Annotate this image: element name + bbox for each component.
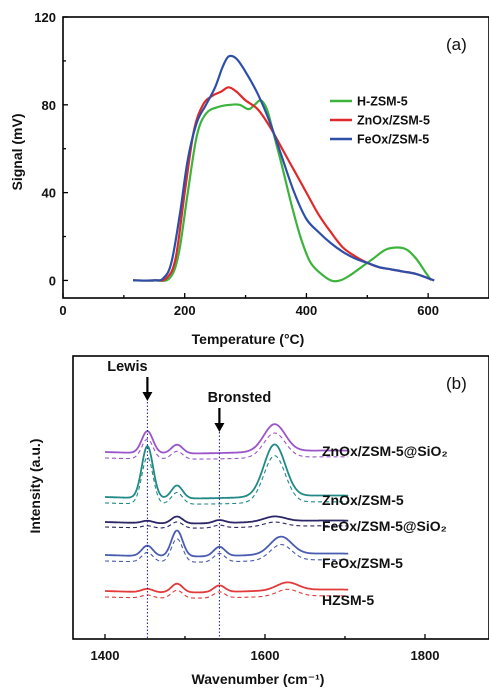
tpd-chart: 0 200 400 600 0 40 80 120 (a) Signal (mV) Tempe… <box>9 10 489 347</box>
ir-y-axis-label: Intensity (a.u.) <box>27 439 43 534</box>
ir-series-label: ZnOx/ZSM-5@SiO₂ <box>322 443 448 459</box>
panel-label-a: (a) <box>446 35 467 54</box>
ir-series-dashed-4 <box>104 588 349 599</box>
ir-series-label: FeOx/ZSM-5 <box>322 555 403 571</box>
tpd-x-tick-label: 200 <box>174 303 196 318</box>
ir-series-line-3 <box>105 529 349 558</box>
tpd-y-tick-label: 40 <box>42 186 56 201</box>
ir-series-label: FeOx/ZSM-5@SiO₂ <box>322 518 447 534</box>
tpd-y-axis-label: Signal (mV) <box>9 113 25 190</box>
ir-chart: 1400 1600 1800 (b) Intensity (a.u.) Wavenu… <box>27 355 489 687</box>
tpd-x-tick-label: 0 <box>59 303 66 318</box>
ir-axes: 1400 1600 1800 <box>72 355 489 663</box>
tpd-legend-label: H-ZSM-5 <box>357 95 408 109</box>
ir-series-labels: ZnOx/ZSM-5@SiO₂ ZnOx/ZSM-5 FeOx/ZSM-5@SiO₂… <box>322 443 448 608</box>
tpd-series-line-0 <box>132 99 433 283</box>
ir-series-dashed-2 <box>105 521 349 529</box>
ir-series-line-0 <box>105 423 349 455</box>
tpd-y-tick-label: 0 <box>49 273 56 288</box>
ir-annotation-arrowhead <box>142 392 153 401</box>
ir-x-axis-label: Wavenumber (cm⁻¹) <box>192 671 325 687</box>
ir-series-line-1 <box>105 443 349 500</box>
tpd-legend: H-ZSM-5 ZnOx/ZSM-5 FeOx/ZSM-5 <box>330 95 430 147</box>
ir-series-label: HZSM-5 <box>322 592 374 608</box>
ir-annotations: Lewis Bronsted <box>107 359 271 639</box>
panel-label-b: (b) <box>446 374 467 393</box>
ir-annotation-label: Bronsted <box>208 390 272 406</box>
tpd-x-axis-label: Temperature (°C) <box>192 331 305 347</box>
tpd-series-line-2 <box>132 54 435 282</box>
tpd-y-tick-label: 120 <box>34 10 56 25</box>
ir-x-tick-label: 1600 <box>251 648 280 663</box>
ir-frame <box>72 355 489 640</box>
tpd-x-tick-label: 600 <box>417 303 439 318</box>
ir-annotation-arrowhead <box>214 423 225 432</box>
ir-series-line-2 <box>105 515 349 525</box>
ir-series-line-4 <box>105 581 349 594</box>
ir-series-dashed-1 <box>105 455 349 505</box>
tpd-plot-area <box>132 54 435 283</box>
tpd-axes: 0 200 400 600 0 40 80 120 <box>34 10 489 318</box>
tpd-legend-label: FeOx/ZSM-5 <box>357 133 429 147</box>
ir-x-tick-label: 1800 <box>411 648 440 663</box>
tpd-frame <box>62 16 489 299</box>
tpd-legend-label: ZnOx/ZSM-5 <box>357 114 430 128</box>
ir-plot-area <box>104 423 349 599</box>
tpd-y-tick-label: 80 <box>42 98 56 113</box>
tpd-x-tick-label: 400 <box>296 303 318 318</box>
ir-series-label: ZnOx/ZSM-5 <box>322 492 404 508</box>
ir-series-dashed-0 <box>104 432 349 460</box>
ir-series-dashed-3 <box>105 538 349 563</box>
ir-annotation-label: Lewis <box>107 359 147 375</box>
ir-x-tick-label: 1400 <box>91 648 120 663</box>
